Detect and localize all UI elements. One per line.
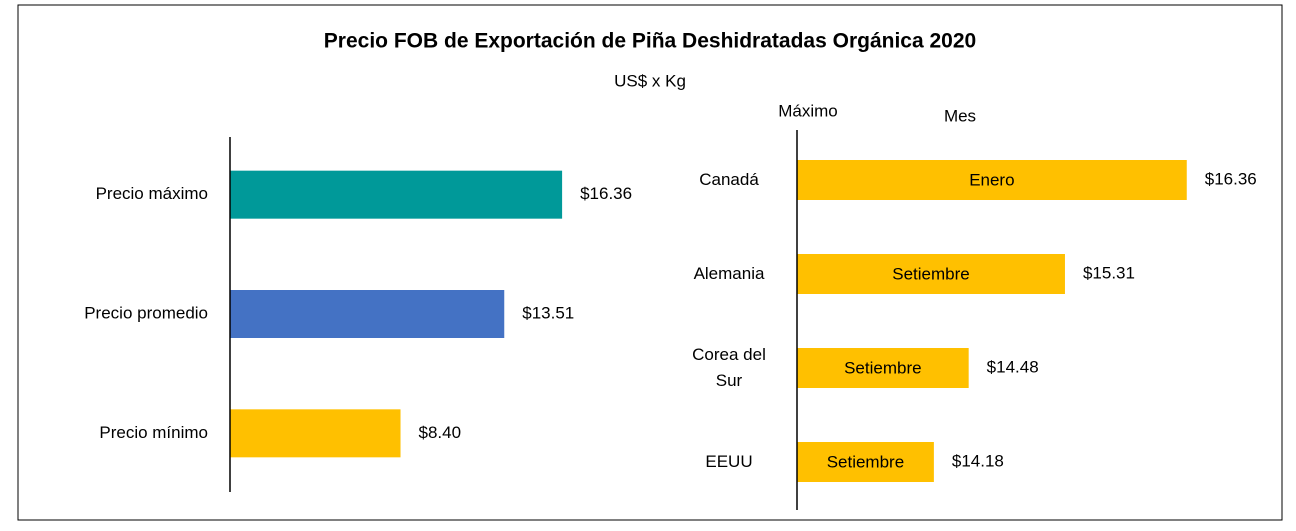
bar-annotation: Setiembre: [892, 264, 969, 283]
bar: [797, 442, 934, 482]
bar: [797, 254, 1065, 294]
y-tick-label: Precio mínimo: [99, 423, 208, 442]
value-label: $16.36: [1205, 169, 1257, 188]
bar: [797, 160, 1187, 200]
frame: [17, 4, 1283, 521]
y-tick-label: Corea del Sur: [692, 345, 766, 390]
y-tick-label: Precio promedio: [84, 303, 208, 322]
value-label: $14.48: [987, 357, 1039, 376]
bar-annotation: Enero: [969, 170, 1014, 189]
value-label: $16.36: [580, 184, 632, 203]
bar: [797, 348, 969, 388]
chart-subtitle: US$ x Kg: [614, 71, 686, 90]
y-tick-label: Precio máximo: [96, 184, 208, 203]
y-tick-label: Alemania: [693, 264, 765, 283]
column-header: Máximo: [778, 101, 838, 120]
column-header: Mes: [944, 106, 976, 125]
y-tick-label: Canadá: [699, 170, 759, 189]
value-label: $15.31: [1083, 263, 1135, 282]
bar-annotation: Setiembre: [844, 358, 921, 377]
bar-annotation: Setiembre: [827, 452, 904, 471]
chart-title: Precio FOB de Exportación de Piña Deshid…: [324, 30, 976, 53]
bar: [230, 170, 563, 219]
y-tick-label: EEUU: [705, 452, 753, 471]
bar: [230, 290, 505, 338]
bar: [230, 409, 401, 458]
value-label: $14.18: [952, 451, 1004, 470]
value-label: $13.51: [522, 303, 574, 322]
value-label: $8.40: [419, 423, 462, 442]
